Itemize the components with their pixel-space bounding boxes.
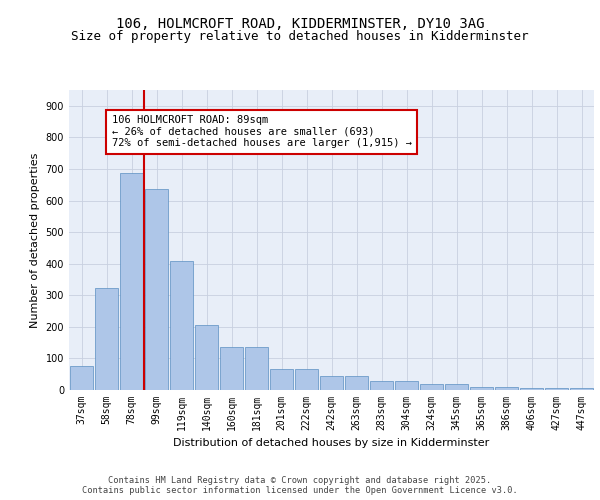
X-axis label: Distribution of detached houses by size in Kidderminster: Distribution of detached houses by size … xyxy=(173,438,490,448)
Bar xyxy=(370,380,393,390)
Bar xyxy=(195,324,218,390)
Bar xyxy=(570,388,593,390)
Bar xyxy=(520,388,543,390)
Bar xyxy=(445,384,468,390)
Bar xyxy=(95,288,118,390)
Bar xyxy=(245,346,268,390)
Bar xyxy=(345,376,368,390)
Bar xyxy=(220,346,243,390)
Bar xyxy=(295,368,318,390)
Text: 106, HOLMCROFT ROAD, KIDDERMINSTER, DY10 3AG: 106, HOLMCROFT ROAD, KIDDERMINSTER, DY10… xyxy=(116,18,484,32)
Bar xyxy=(145,188,168,390)
Text: Size of property relative to detached houses in Kidderminster: Size of property relative to detached ho… xyxy=(71,30,529,43)
Bar xyxy=(120,172,143,390)
Text: Contains HM Land Registry data © Crown copyright and database right 2025.: Contains HM Land Registry data © Crown c… xyxy=(109,476,491,485)
Bar xyxy=(170,260,193,390)
Bar xyxy=(70,366,93,390)
Bar xyxy=(320,376,343,390)
Bar xyxy=(470,387,493,390)
Bar xyxy=(270,368,293,390)
Bar xyxy=(495,387,518,390)
Bar xyxy=(545,388,568,390)
Bar xyxy=(395,380,418,390)
Y-axis label: Number of detached properties: Number of detached properties xyxy=(30,152,40,328)
Bar xyxy=(420,384,443,390)
Text: 106 HOLMCROFT ROAD: 89sqm
← 26% of detached houses are smaller (693)
72% of semi: 106 HOLMCROFT ROAD: 89sqm ← 26% of detac… xyxy=(112,116,412,148)
Text: Contains public sector information licensed under the Open Government Licence v3: Contains public sector information licen… xyxy=(82,486,518,495)
